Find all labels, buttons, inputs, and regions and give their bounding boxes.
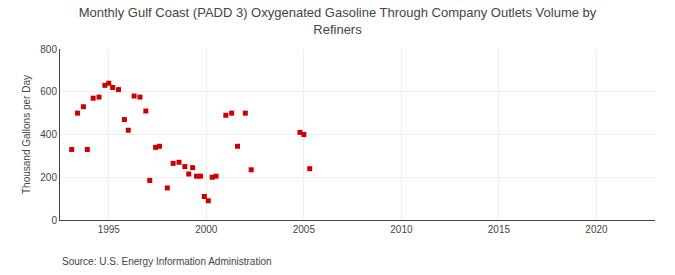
- svg-text:200: 200: [40, 172, 57, 183]
- svg-text:Source: U.S. Energy Informatio: Source: U.S. Energy Information Administ…: [62, 256, 272, 267]
- svg-text:Monthly Gulf Coast (PADD 3) Ox: Monthly Gulf Coast (PADD 3) Oxygenated G…: [79, 5, 597, 37]
- svg-text:2000: 2000: [195, 224, 218, 235]
- svg-text:Thousand Gallons per Day: Thousand Gallons per Day: [21, 75, 32, 194]
- svg-text:400: 400: [40, 129, 57, 140]
- svg-text:2005: 2005: [293, 224, 316, 235]
- svg-text:2020: 2020: [585, 224, 608, 235]
- svg-text:1995: 1995: [98, 224, 121, 235]
- svg-text:2015: 2015: [488, 224, 511, 235]
- svg-text:0: 0: [51, 215, 57, 226]
- svg-text:600: 600: [40, 86, 57, 97]
- svg-text:800: 800: [40, 44, 57, 55]
- svg-text:2010: 2010: [390, 224, 413, 235]
